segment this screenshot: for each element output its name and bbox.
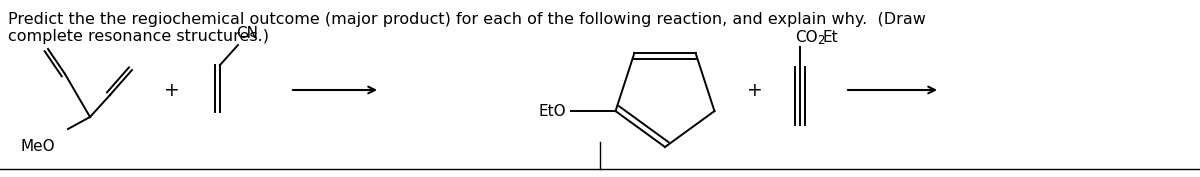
Text: 2: 2 [817,34,824,47]
Text: complete resonance structures.): complete resonance structures.) [8,29,269,44]
Text: CN: CN [236,26,258,41]
Text: Predict the the regiochemical outcome (major product) for each of the following : Predict the the regiochemical outcome (m… [8,12,926,27]
Text: +: + [164,81,180,99]
Text: EtO: EtO [539,104,566,119]
Text: Et: Et [823,30,839,45]
Text: +: + [748,81,763,99]
Text: CO: CO [796,30,817,45]
Text: MeO: MeO [20,139,55,154]
